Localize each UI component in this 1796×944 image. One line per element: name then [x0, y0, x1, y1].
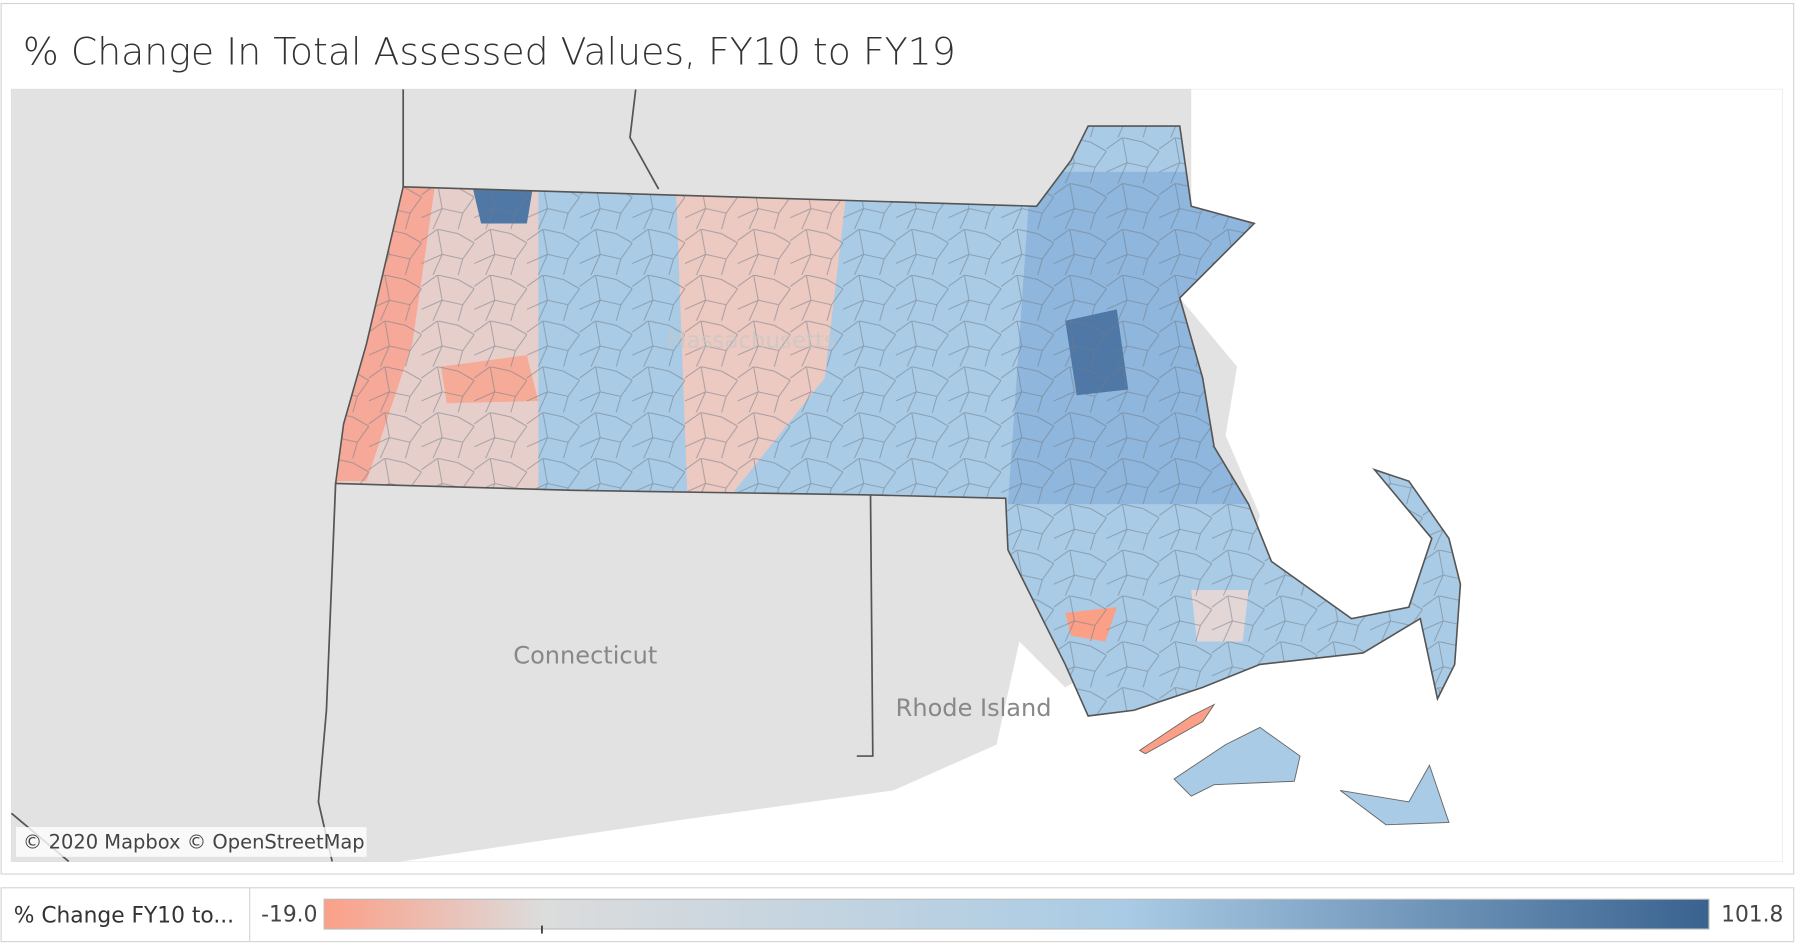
legend-max: 101.8	[1721, 902, 1783, 927]
legend: % Change FY10 to... -19.0 101.8	[0, 887, 1795, 943]
state-label: Connecticut	[513, 641, 657, 669]
title: % Change In Total Assessed Values, FY10 …	[23, 29, 956, 73]
nantucket	[1339, 764, 1450, 826]
state-label: Massachusetts	[667, 328, 836, 354]
elizabeth-islands	[1138, 703, 1216, 755]
marthas-vineyard	[1173, 726, 1301, 797]
legend-title: % Change FY10 to...	[14, 903, 234, 928]
map: Massachusetts Connecticut Rhode Island ©…	[10, 88, 1783, 863]
attribution: © 2020 Mapbox © OpenStreetMap	[23, 831, 365, 854]
state-border	[10, 89, 874, 863]
ma-outline	[334, 125, 1462, 717]
color-scale	[323, 898, 1710, 930]
legend-min: -19.0	[261, 902, 317, 927]
attribution-bg	[16, 827, 367, 857]
state-label: Rhode Island	[896, 694, 1052, 722]
